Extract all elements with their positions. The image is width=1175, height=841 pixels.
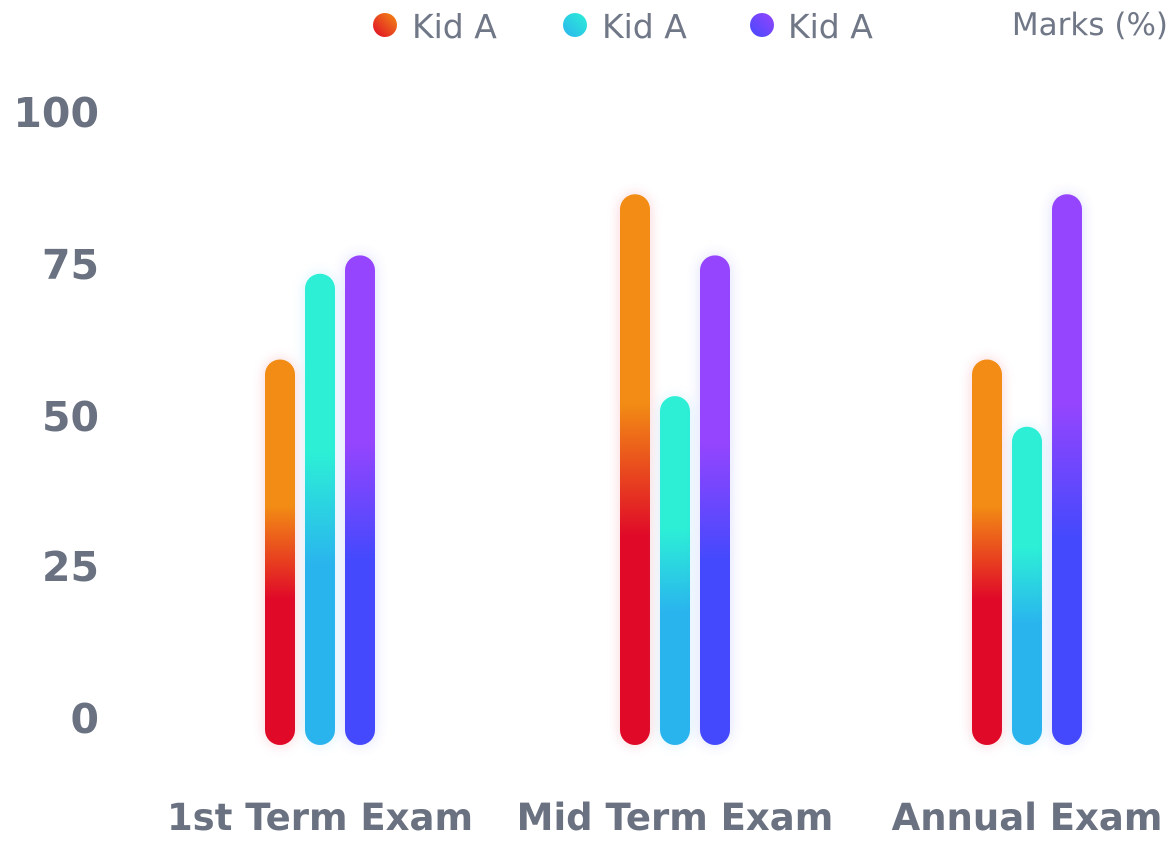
legend-item-0[interactable]: Kid A xyxy=(373,7,497,46)
legend-swatch-2 xyxy=(750,13,774,37)
y-tick-label: 50 xyxy=(42,393,99,441)
legend-label-1: Kid A xyxy=(602,7,687,46)
legend: Kid A Kid A Kid A xyxy=(373,7,873,46)
y-tick-label: 100 xyxy=(13,89,99,137)
legend-item-2[interactable]: Kid A xyxy=(750,7,873,46)
y-axis-ticks: 100 75 50 25 0 xyxy=(13,89,99,743)
y-tick-label: 75 xyxy=(42,241,99,289)
y-tick-label: 25 xyxy=(42,543,99,591)
x-tick-label: Mid Term Exam xyxy=(517,796,834,839)
bar-series-1-category-1[interactable] xyxy=(660,396,690,745)
legend-label-0: Kid A xyxy=(412,7,497,46)
x-tick-label: 1st Term Exam xyxy=(167,796,473,839)
bar-series-1-category-2[interactable] xyxy=(1012,426,1042,745)
legend-swatch-0 xyxy=(373,13,397,37)
bar-series-0-category-1[interactable] xyxy=(620,194,650,745)
bar-series-0-category-2[interactable] xyxy=(972,359,1002,745)
y-tick-label: 0 xyxy=(70,695,99,743)
bar-series-0-category-0[interactable] xyxy=(265,359,295,745)
bar-series-2-category-0[interactable] xyxy=(345,255,375,745)
bar-series-2-category-1[interactable] xyxy=(700,255,730,745)
bar-series-2-category-2[interactable] xyxy=(1052,194,1082,745)
legend-swatch-1 xyxy=(563,13,587,37)
bars xyxy=(265,194,1082,745)
bar-series-1-category-0[interactable] xyxy=(305,273,335,745)
x-axis-ticks: 1st Term Exam Mid Term Exam Annual Exam xyxy=(167,796,1162,839)
legend-label-2: Kid A xyxy=(788,7,873,46)
y-axis-label: Marks (%) xyxy=(1012,7,1168,43)
x-tick-label: Annual Exam xyxy=(892,796,1163,839)
legend-item-1[interactable]: Kid A xyxy=(563,7,687,46)
